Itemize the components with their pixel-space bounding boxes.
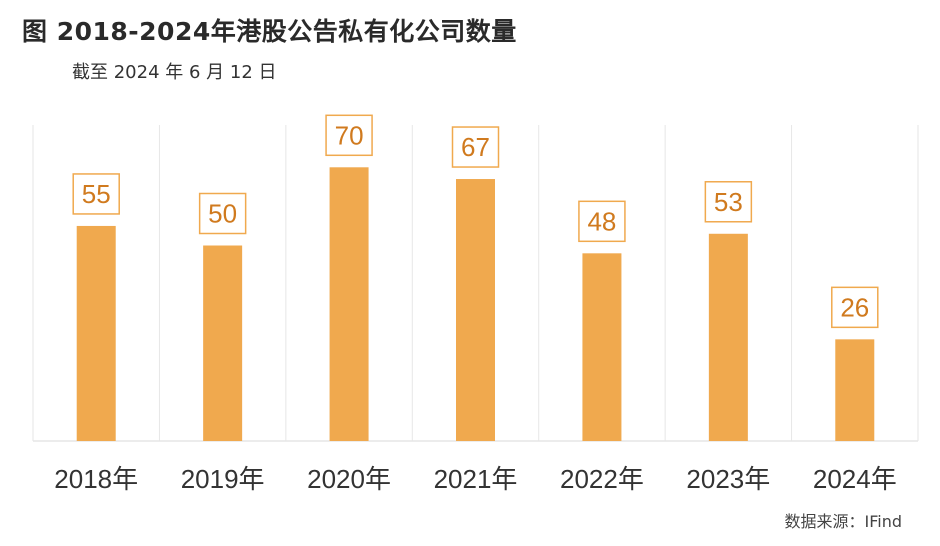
data-labels: 55 50 70 67 48 53 26 [72, 114, 879, 329]
bar [456, 179, 495, 441]
bar [582, 253, 622, 441]
chart-subtitle: 截至 2024 年 6 月 12 日 [72, 62, 277, 83]
x-tick-label: 2023年 [686, 464, 770, 494]
data-label: 53 [714, 187, 743, 217]
bar [329, 167, 369, 442]
x-tick-label: 2020年 [307, 464, 391, 494]
data-label-box [198, 192, 247, 235]
bar [203, 245, 243, 441]
bars [76, 167, 875, 442]
data-label: 67 [461, 132, 490, 162]
bar [835, 339, 875, 441]
data-label-box [578, 200, 626, 243]
data-label: 70 [335, 120, 364, 150]
data-label-box [72, 173, 120, 215]
bar [76, 225, 116, 441]
data-label: 55 [82, 179, 111, 209]
x-tick-label: 2021年 [434, 464, 518, 494]
x-tick-label: 2018年 [54, 464, 138, 494]
data-label: 48 [587, 206, 616, 236]
x-tick-label: 2022年 [560, 464, 644, 494]
chart-title: 图 2018-2024年港股公告私有化公司数量 [22, 17, 517, 46]
data-label-box [704, 181, 753, 223]
x-axis-tick-labels: 2018年 2019年 2020年 2021年 2022年 2023年 2024年 [54, 464, 896, 494]
data-label-box [831, 286, 879, 329]
data-source-note: 数据来源：IFind [784, 512, 902, 531]
data-label: 50 [208, 199, 237, 229]
bar [708, 233, 748, 441]
x-tick-label: 2019年 [181, 464, 265, 494]
x-tick-label: 2024年 [813, 464, 897, 494]
data-label: 26 [840, 292, 869, 322]
data-label-box [451, 126, 500, 168]
data-label-box [325, 114, 373, 157]
